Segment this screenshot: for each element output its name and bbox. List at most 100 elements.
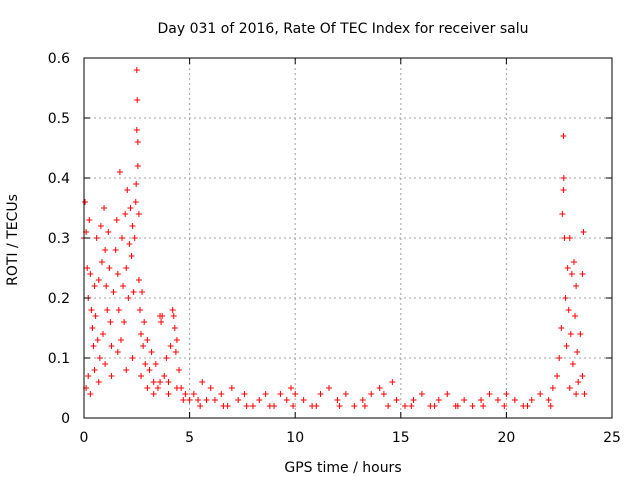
data-point <box>135 211 142 217</box>
data-point <box>98 259 105 265</box>
data-point <box>141 319 148 325</box>
data-point <box>385 403 392 409</box>
data-point <box>134 97 141 103</box>
data-point <box>186 397 193 403</box>
data-point <box>148 349 155 355</box>
data-point <box>325 385 332 391</box>
data-point <box>361 403 368 409</box>
data-point <box>167 343 174 349</box>
y-axis-label: ROTI / TECUs <box>5 194 21 286</box>
data-point <box>126 241 133 247</box>
data-point <box>97 223 104 229</box>
data-point <box>102 361 109 367</box>
data-point <box>317 391 324 397</box>
data-point <box>376 385 383 391</box>
data-point <box>138 373 145 379</box>
data-point <box>144 385 151 391</box>
data-point <box>569 361 576 367</box>
data-point <box>180 397 187 403</box>
data-point <box>115 307 122 313</box>
data-point <box>113 217 120 223</box>
data-point <box>211 397 218 403</box>
data-point <box>123 265 130 271</box>
data-point <box>154 385 161 391</box>
data-point <box>127 205 134 211</box>
data-point <box>368 391 375 397</box>
data-point <box>158 319 165 325</box>
data-point <box>101 205 108 211</box>
data-point <box>336 403 343 409</box>
data-point <box>207 385 214 391</box>
data-point <box>170 313 177 319</box>
data-point <box>524 403 531 409</box>
data-point <box>389 379 396 385</box>
chart-title: Day 031 of 2016, Rate Of TEC Index for r… <box>157 21 528 37</box>
data-point <box>570 259 577 265</box>
data-point <box>469 403 476 409</box>
data-point <box>313 403 320 409</box>
data-point <box>87 391 94 397</box>
data-point <box>566 235 573 241</box>
data-point <box>159 313 166 319</box>
data-point <box>150 391 157 397</box>
y-tick-label: 0.3 <box>48 231 70 247</box>
data-point <box>114 349 121 355</box>
data-point <box>431 403 438 409</box>
y-tick-label: 0.4 <box>48 171 70 187</box>
data-point <box>88 307 95 313</box>
data-point <box>131 235 138 241</box>
data-point <box>300 397 307 403</box>
data-point <box>107 319 114 325</box>
data-point <box>150 379 157 385</box>
data-point <box>190 391 197 397</box>
data-point <box>134 139 141 145</box>
data-point <box>144 337 151 343</box>
data-point <box>480 403 487 409</box>
data-point <box>87 271 94 277</box>
x-tick-label: 15 <box>392 430 410 446</box>
data-point <box>146 367 153 373</box>
data-point <box>334 397 341 403</box>
data-point <box>125 295 132 301</box>
data-point <box>133 67 140 73</box>
data-point <box>235 397 242 403</box>
data-point <box>103 283 110 289</box>
data-point <box>393 397 400 403</box>
data-point <box>402 403 409 409</box>
gridlines <box>84 58 612 418</box>
data-point <box>176 367 183 373</box>
x-tick-label: 0 <box>80 430 89 446</box>
data-point <box>503 391 510 397</box>
data-point <box>266 403 273 409</box>
data-point <box>262 391 269 397</box>
data-point <box>220 403 227 409</box>
data-point <box>290 403 297 409</box>
data-point <box>142 361 149 367</box>
data-point <box>562 295 569 301</box>
data-point <box>568 271 575 277</box>
data-point <box>494 397 501 403</box>
data-point <box>95 277 102 283</box>
data-point <box>580 229 587 235</box>
data-point <box>579 373 586 379</box>
data-point <box>256 397 263 403</box>
data-point <box>380 391 387 397</box>
data-point <box>84 265 91 271</box>
data-point <box>112 247 119 253</box>
data-point <box>435 397 442 403</box>
data-point <box>85 373 92 379</box>
data-point <box>133 127 140 133</box>
data-point <box>545 397 552 403</box>
data-point <box>96 355 103 361</box>
data-point <box>139 289 146 295</box>
data-point <box>528 397 535 403</box>
data-point <box>122 211 129 217</box>
data-point <box>82 199 89 205</box>
data-point <box>501 403 508 409</box>
data-point <box>120 283 127 289</box>
y-tick-label: 0.5 <box>48 111 70 127</box>
data-point <box>172 349 179 355</box>
data-point <box>171 325 178 331</box>
data-point <box>575 379 582 385</box>
data-point <box>218 391 225 397</box>
